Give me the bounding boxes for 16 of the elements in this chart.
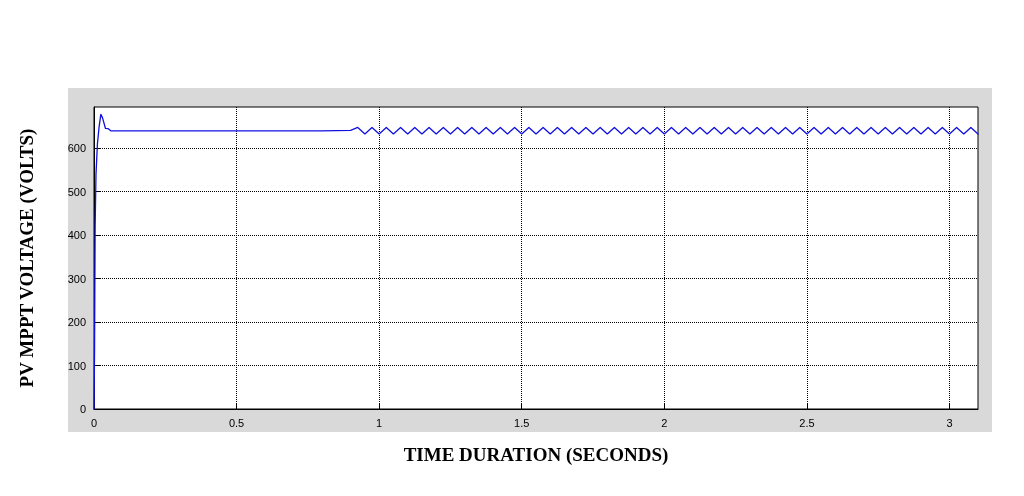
x-tick-label: 1: [376, 416, 383, 429]
y-tick-label: 200: [67, 316, 86, 329]
y-axis-title: PV MPPT VOLTAGE (VOLTS): [16, 128, 38, 388]
x-axis-title: TIME DURATION (SECONDS): [403, 444, 669, 466]
y-tick-label: 500: [67, 185, 86, 198]
x-tick-label: 3: [946, 416, 953, 429]
y-tick-label: 600: [67, 142, 86, 155]
x-tick-label: 1.5: [514, 416, 530, 429]
y-tick-label: 300: [67, 272, 86, 285]
x-tick-label: 0.5: [228, 416, 245, 429]
x-tick-label: 2: [661, 416, 668, 429]
x-tick-label: 2.5: [799, 416, 815, 429]
y-tick-label: 0: [79, 403, 86, 415]
y-tick-label: 100: [67, 359, 86, 372]
x-tick-label: 0: [90, 416, 98, 429]
y-tick-label: 400: [67, 229, 86, 242]
